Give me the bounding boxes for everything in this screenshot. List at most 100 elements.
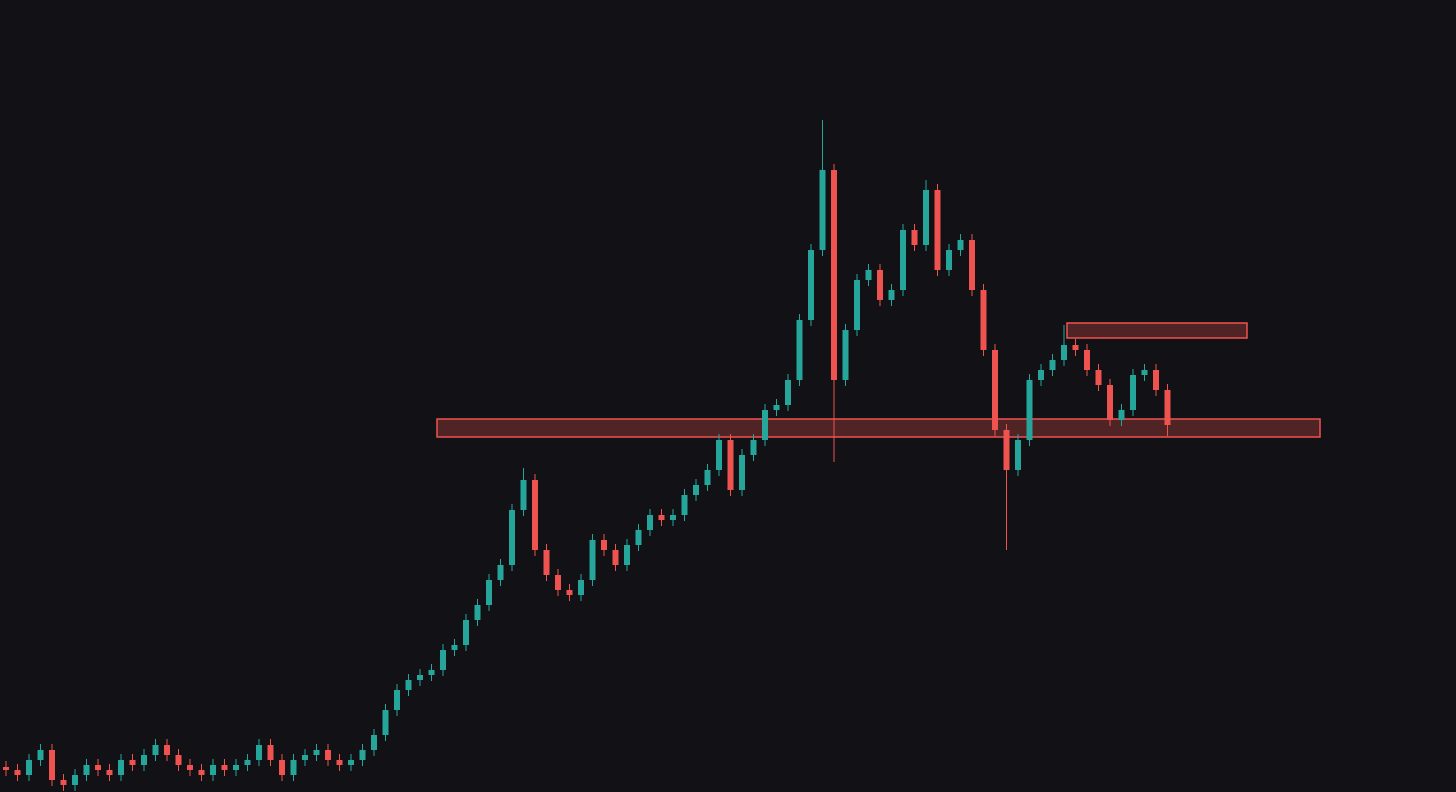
candle-body: [612, 550, 619, 565]
candle-body: [1038, 370, 1044, 380]
candle-body: [60, 780, 67, 785]
candle-body: [279, 760, 285, 775]
candle-body: [589, 540, 596, 580]
candle-body: [704, 470, 711, 485]
candle-body: [796, 320, 803, 380]
candle-body: [670, 515, 676, 520]
candle-body: [566, 590, 573, 595]
candle-body: [1026, 380, 1033, 440]
candle-body: [819, 170, 826, 250]
candle-body: [992, 350, 998, 430]
candle-body: [957, 240, 964, 250]
candle-body: [290, 760, 297, 775]
candle-body: [474, 605, 481, 620]
candle-body: [95, 765, 101, 770]
candle-body: [831, 170, 837, 380]
candle-body: [106, 770, 113, 775]
candle-body: [716, 440, 722, 470]
candle-body: [141, 755, 147, 765]
candle-body: [854, 280, 860, 330]
candle-body: [635, 530, 642, 545]
candle-body: [1061, 345, 1067, 360]
candle-body: [164, 745, 170, 755]
candle-body: [911, 230, 918, 245]
candle-body: [348, 760, 354, 765]
candle-body: [888, 290, 895, 300]
candle-body: [624, 545, 630, 565]
candle-body: [1003, 430, 1010, 470]
candle-body: [14, 770, 21, 775]
candle-body: [497, 565, 504, 580]
candle-body: [773, 405, 780, 410]
candle-body: [750, 440, 757, 455]
candle-body: [1141, 370, 1148, 375]
candle-body: [1084, 350, 1090, 370]
candle-body: [359, 750, 366, 760]
candle-body: [26, 760, 32, 775]
candle-body: [532, 480, 538, 550]
candle-body: [543, 550, 550, 575]
candle-body: [83, 765, 90, 775]
candle-body: [37, 750, 44, 760]
candle-body: [440, 650, 446, 670]
candle-body: [1153, 370, 1159, 390]
candle-body: [394, 690, 400, 710]
candle-body: [463, 620, 469, 645]
candle-body: [198, 770, 205, 775]
candle-body: [302, 755, 308, 760]
candle-body: [969, 240, 975, 290]
candle-body: [382, 710, 389, 735]
candle-body: [233, 765, 239, 770]
candle-body: [877, 270, 883, 300]
candle-body: [934, 190, 941, 270]
candle-body: [210, 765, 216, 775]
candle-body: [417, 675, 423, 680]
candle-body: [336, 760, 343, 765]
candle-body: [658, 515, 665, 520]
candle-body: [428, 670, 435, 675]
candle-body: [1130, 375, 1136, 410]
candle-body: [256, 745, 262, 760]
zone: [436, 418, 1321, 438]
candle-body: [900, 230, 906, 290]
candle-body: [486, 580, 492, 605]
candle-body: [727, 440, 734, 490]
candle-body: [72, 775, 78, 785]
candle-body: [313, 750, 320, 755]
candle-body: [3, 767, 9, 770]
candle-body: [1107, 385, 1113, 420]
candle-body: [1072, 345, 1079, 350]
candle-body: [739, 455, 745, 490]
candle-body: [49, 750, 55, 780]
candle-body: [1049, 360, 1056, 370]
candle-body: [1095, 370, 1102, 385]
candle-body: [221, 765, 228, 770]
candle-body: [808, 250, 814, 320]
candle-body: [555, 575, 561, 590]
candle-body: [325, 750, 331, 760]
candle-body: [509, 510, 515, 565]
candle-body: [601, 540, 607, 550]
candle-body: [578, 580, 584, 595]
candle-body: [118, 760, 124, 775]
candle-body: [647, 515, 653, 530]
candle-body: [175, 755, 182, 765]
candle-body: [152, 745, 159, 755]
candle-body: [980, 290, 987, 350]
candle-body: [244, 760, 251, 765]
candle-body: [129, 760, 136, 765]
candle-body: [1164, 390, 1171, 425]
candle-body: [785, 380, 791, 405]
candle-body: [762, 410, 768, 440]
candle-body: [923, 190, 929, 245]
candle-body: [267, 745, 274, 760]
candle-body: [371, 735, 377, 750]
candle-body: [187, 765, 193, 770]
candle-body: [451, 645, 458, 650]
candle-body: [681, 495, 688, 515]
candle-body: [842, 330, 849, 380]
zone: [1066, 322, 1248, 339]
candle-body: [946, 250, 952, 270]
